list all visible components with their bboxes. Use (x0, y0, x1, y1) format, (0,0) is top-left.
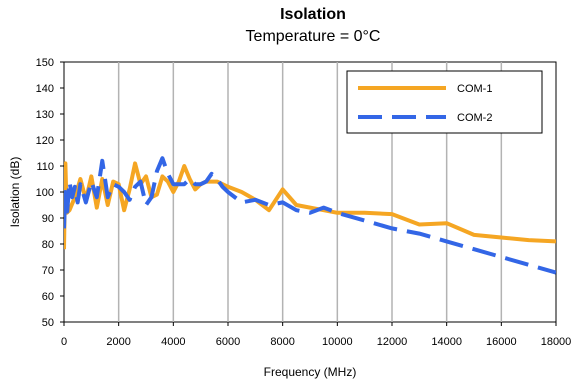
y-tick-label: 90 (42, 213, 54, 225)
legend-label-com-1: COM-1 (457, 83, 492, 95)
x-tick-label: 6000 (216, 336, 240, 348)
y-tick-labels: 50 60 70 80 90 100 110 120 130 140 150 (36, 57, 64, 329)
legend-label-com-2: COM-2 (457, 112, 492, 124)
y-tick-label: 130 (36, 109, 54, 121)
x-tick-label: 14000 (431, 336, 462, 348)
x-tick-label: 18000 (541, 336, 572, 348)
x-tick-label: 2000 (106, 336, 130, 348)
x-tick-label: 16000 (486, 336, 517, 348)
y-tick-label: 140 (36, 83, 54, 95)
y-tick-label: 70 (42, 265, 54, 277)
chart-title: Isolation (280, 6, 346, 23)
y-tick-label: 50 (42, 317, 54, 329)
chart-subtitle: Temperature = 0°C (246, 28, 381, 45)
y-tick-label: 60 (42, 291, 54, 303)
x-tick-labels: 0 2000 4000 6000 8000 10000 12000 14000 16000 180… (61, 336, 571, 348)
y-axis-label: Isolation (dB) (8, 157, 22, 228)
x-axis-label: Frequency (MHz) (264, 365, 357, 379)
x-tick-label: 10000 (322, 336, 353, 348)
x-tick-label: 12000 (377, 336, 408, 348)
y-tick-label: 120 (36, 135, 54, 147)
x-tick-label: 8000 (270, 336, 294, 348)
legend-box (347, 71, 542, 133)
x-tick-label: 0 (61, 336, 67, 348)
legend: COM-1 COM-2 (347, 71, 542, 133)
y-tick-label: 80 (42, 239, 54, 251)
y-tick-label: 100 (36, 187, 54, 199)
y-tick-label: 150 (36, 57, 54, 69)
x-tick-label: 4000 (161, 336, 185, 348)
y-tick-label: 110 (36, 161, 54, 173)
